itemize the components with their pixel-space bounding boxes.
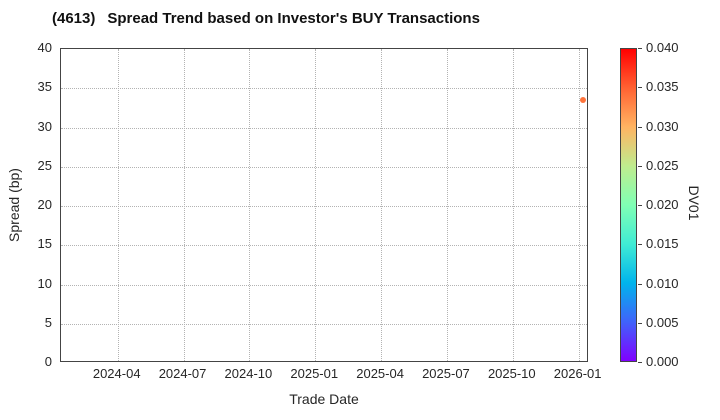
x-gridline — [117, 49, 119, 361]
x-gridline — [381, 49, 383, 361]
plot-area — [60, 48, 588, 362]
x-tick-label: 2024-10 — [224, 366, 273, 381]
x-gridline — [183, 49, 185, 361]
chart-title: (4613) Spread Trend based on Investor's B… — [52, 10, 480, 27]
y-gridline — [61, 245, 587, 247]
colorbar-tick-label: 0.015 — [646, 236, 679, 252]
chart-title-code: (4613) — [52, 10, 96, 27]
x-gridline — [249, 49, 251, 361]
x-gridline — [315, 49, 317, 361]
x-axis-label: Trade Date — [289, 391, 359, 407]
x-tick-label: 2025-01 — [290, 366, 339, 381]
x-tick-label: 2025-04 — [356, 366, 404, 381]
y-tick-label: 30 — [37, 118, 52, 134]
colorbar-label: DV01 — [686, 185, 702, 221]
x-gridline — [512, 49, 514, 361]
colorbar-tick-mark — [638, 205, 642, 206]
colorbar-tick-mark — [638, 126, 642, 128]
y-tick-label: 35 — [37, 79, 52, 95]
y-gridline — [61, 127, 587, 129]
colorbar-tick-mark — [638, 244, 642, 246]
x-gridline — [578, 49, 580, 361]
y-tick-label: 10 — [37, 275, 52, 291]
x-tick-label: 2024-04 — [92, 366, 141, 381]
colorbar-tick-label: 0.035 — [646, 79, 679, 95]
chart-title-text: Spread Trend based on Investor's BUY Tra… — [107, 10, 480, 27]
y-gridline — [61, 284, 587, 286]
colorbar-tick-mark — [638, 362, 642, 363]
y-gridline — [61, 166, 587, 168]
colorbar-tick-mark — [638, 48, 642, 49]
colorbar-tick-label: 0.000 — [646, 354, 679, 369]
colorbar-tick-mark — [638, 322, 642, 324]
colorbar-tick-label: 0.040 — [646, 40, 679, 55]
y-tick-label: 15 — [37, 236, 52, 252]
y-tick-label: 5 — [44, 314, 52, 330]
colorbar-tick-mark — [638, 283, 642, 285]
colorbar — [620, 48, 637, 362]
scatter-point — [579, 97, 586, 104]
y-tick-label: 40 — [37, 40, 52, 55]
y-tick-label: 25 — [37, 157, 52, 173]
colorbar-tick-mark — [638, 165, 642, 167]
y-tick-label: 20 — [37, 197, 52, 212]
colorbar-tick-label: 0.020 — [646, 197, 679, 212]
colorbar-tick-label: 0.025 — [646, 157, 679, 173]
x-tick-label: 2026-01 — [553, 366, 602, 381]
colorbar-tick-mark — [638, 87, 642, 89]
x-tick-label: 2025-10 — [487, 366, 536, 381]
colorbar-tick-label: 0.030 — [646, 118, 679, 134]
y-tick-label: 0 — [44, 354, 52, 369]
colorbar-tick-label: 0.010 — [646, 275, 679, 291]
x-tick-label: 2024-07 — [158, 366, 207, 381]
y-gridline — [61, 206, 587, 207]
x-gridline — [446, 49, 448, 361]
x-tick-label: 2025-07 — [422, 366, 470, 381]
y-gridline — [61, 88, 587, 90]
colorbar-tick-label: 0.005 — [646, 314, 679, 330]
y-gridline — [61, 323, 587, 325]
